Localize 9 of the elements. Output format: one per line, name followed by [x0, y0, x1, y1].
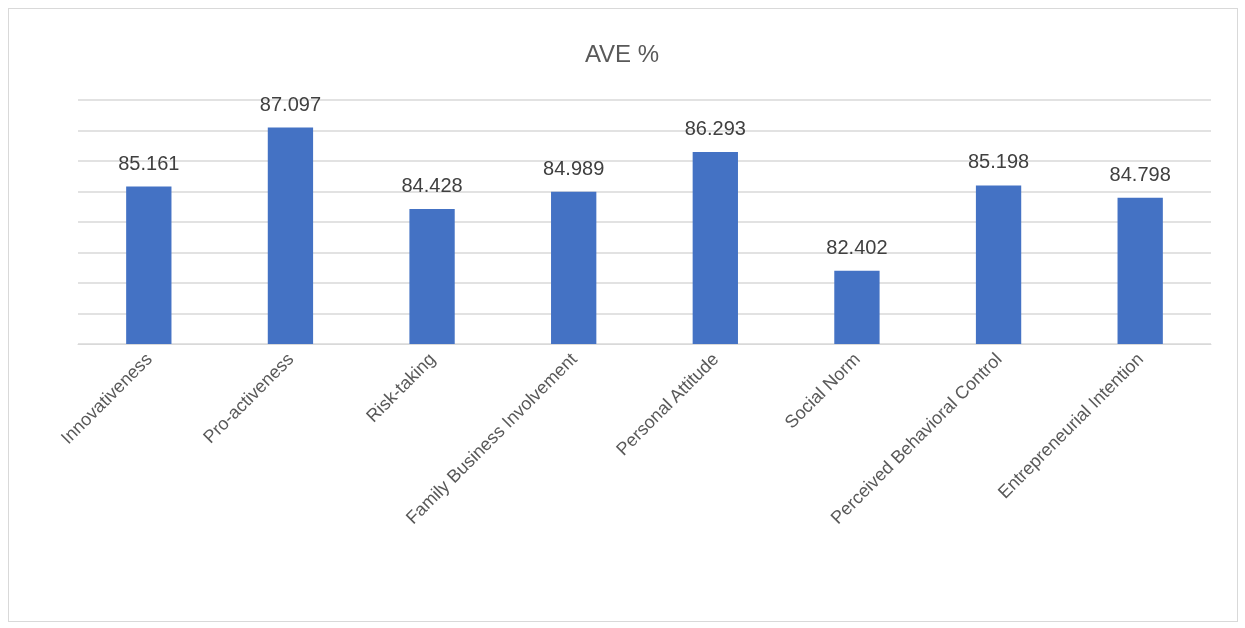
data-label: 87.097 — [259, 92, 322, 115]
data-label: 84.989 — [543, 156, 605, 179]
data-label: 85.198 — [967, 150, 1030, 173]
data-label: 84.798 — [1109, 162, 1171, 185]
data-label: 82.402 — [826, 235, 888, 258]
data-label: 85.161 — [118, 151, 180, 174]
chart-title: AVE % — [584, 39, 660, 67]
data-label: 84.428 — [401, 173, 463, 196]
data-label: 86.293 — [684, 117, 746, 140]
